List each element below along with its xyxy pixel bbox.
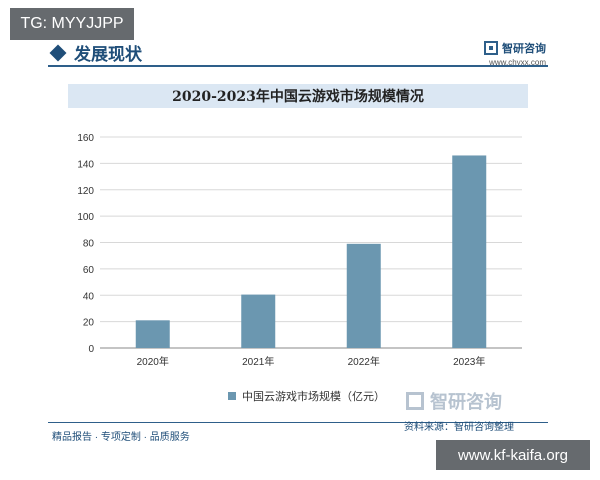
y-tick-label: 80 [83,239,95,250]
bar [135,320,170,348]
watermark-logo: 智研咨询 [406,388,502,414]
chart-bars [135,155,487,348]
brand-name: 智研咨询 [502,43,546,55]
footer-source: 资料来源：智研咨询整理 [404,422,514,433]
brand-logo: 智研咨询 [484,40,546,56]
legend-swatch [228,392,236,400]
y-tick-label: 60 [83,265,95,276]
y-tick-label: 120 [77,186,94,197]
y-tick-label: 0 [88,344,94,355]
legend: 中国云游戏市场规模（亿元） [228,388,385,404]
header-rule [48,65,548,67]
chart-title: 2020-2023年中国云游戏市场规模情况 [172,89,424,105]
x-tick-label: 2020年 [137,355,169,368]
bar [346,243,381,348]
brand-url: www.chyxx.com [489,58,546,67]
brand-logo-icon [484,41,498,55]
watermark-brand: 智研咨询 [430,392,502,412]
x-tick-labels: 2020年 2021年 2022年 2023年 [137,355,486,368]
y-tick-labels: 0 20 40 60 80 100 120 140 160 [77,133,94,355]
x-tick-label: 2021年 [242,355,274,368]
chart-grid [100,136,522,349]
url-badge: www.kf-kaifa.org [436,440,590,470]
footer-slogan: 精品报告 · 专项定制 · 品质服务 [52,432,190,443]
x-tick-label: 2023年 [453,355,485,368]
section-title: 发展现状 [74,45,142,65]
y-tick-label: 100 [77,212,94,223]
y-tick-label: 160 [77,133,94,144]
y-tick-label: 40 [83,291,95,302]
section-header: 发展现状 智研咨询 www.chyxx.com [48,38,548,74]
chart-title-bar: 2020-2023年中国云游戏市场规模情况 [68,84,528,108]
legend-label: 中国云游戏市场规模（亿元） [242,391,385,403]
x-tick-label: 2022年 [348,355,380,368]
footer-rule [48,422,548,423]
watermark-logo-icon [406,392,424,410]
bar [241,294,276,348]
bar [452,155,487,348]
tg-badge: TG: MYYJJPP [10,8,134,40]
y-tick-label: 20 [83,318,95,329]
y-tick-label: 140 [77,159,94,170]
